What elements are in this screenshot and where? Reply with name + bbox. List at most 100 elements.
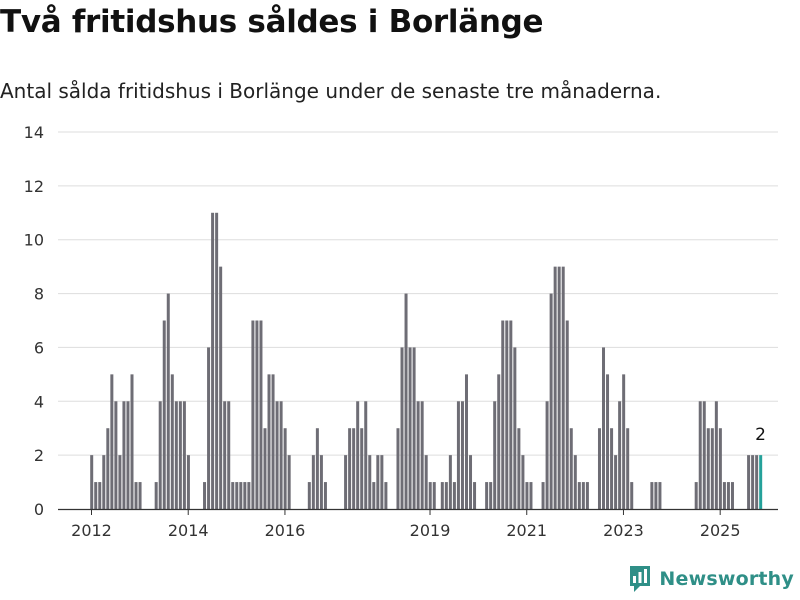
bar bbox=[271, 374, 275, 509]
y-tick-label: 8 bbox=[34, 285, 44, 304]
bar bbox=[90, 455, 94, 509]
bar bbox=[545, 401, 549, 509]
bar bbox=[372, 482, 376, 509]
bar bbox=[448, 455, 452, 509]
bar bbox=[747, 455, 751, 509]
bar bbox=[106, 428, 110, 509]
bar bbox=[315, 428, 319, 509]
bar bbox=[356, 401, 360, 509]
bar bbox=[497, 374, 501, 509]
x-tick-label: 2019 bbox=[410, 521, 451, 540]
bar bbox=[154, 482, 158, 509]
x-tick-label: 2021 bbox=[506, 521, 547, 540]
bar bbox=[513, 347, 517, 509]
bar bbox=[307, 482, 311, 509]
bar bbox=[549, 293, 553, 509]
newsworthy-logo: Newsworthy bbox=[628, 564, 794, 594]
bar bbox=[614, 455, 618, 509]
y-tick-label: 4 bbox=[34, 392, 44, 411]
brand-name: Newsworthy bbox=[659, 568, 794, 590]
x-tick-label: 2014 bbox=[168, 521, 209, 540]
bar bbox=[259, 320, 263, 509]
bar bbox=[396, 428, 400, 509]
bar bbox=[102, 455, 106, 509]
bar bbox=[529, 482, 533, 509]
bar bbox=[174, 401, 178, 509]
y-tick-label: 6 bbox=[34, 338, 44, 357]
bar bbox=[227, 401, 231, 509]
bar bbox=[557, 266, 561, 509]
bar bbox=[348, 428, 352, 509]
bar bbox=[235, 482, 239, 509]
bar bbox=[178, 401, 182, 509]
bar bbox=[730, 482, 734, 509]
bar bbox=[702, 401, 706, 509]
bar bbox=[726, 482, 730, 509]
bar bbox=[279, 401, 283, 509]
bar bbox=[658, 482, 662, 509]
bar bbox=[718, 428, 722, 509]
chart-title: Två fritidshus såldes i Borlänge bbox=[0, 4, 544, 40]
bar bbox=[275, 401, 279, 509]
y-tick-label: 14 bbox=[24, 123, 44, 142]
bar bbox=[114, 401, 118, 509]
bar bbox=[126, 401, 130, 509]
y-tick-label: 0 bbox=[34, 500, 44, 519]
bar bbox=[473, 482, 477, 509]
bar bbox=[444, 482, 448, 509]
bar bbox=[606, 374, 610, 509]
bar bbox=[424, 455, 428, 509]
bar bbox=[283, 428, 287, 509]
bar bbox=[98, 482, 102, 509]
bar bbox=[243, 482, 247, 509]
bar bbox=[553, 266, 557, 509]
bar bbox=[585, 482, 589, 509]
bar bbox=[618, 401, 622, 509]
bar bbox=[251, 320, 255, 509]
bar bbox=[231, 482, 235, 509]
bar bbox=[485, 482, 489, 509]
bar bbox=[207, 347, 211, 509]
bar bbox=[622, 374, 626, 509]
bar bbox=[452, 482, 456, 509]
bar bbox=[311, 455, 315, 509]
bar bbox=[186, 455, 190, 509]
bar bbox=[630, 482, 634, 509]
bar bbox=[412, 347, 416, 509]
bar bbox=[166, 293, 170, 509]
bar bbox=[521, 455, 525, 509]
highlighted-bar bbox=[759, 455, 763, 509]
bar bbox=[602, 347, 606, 509]
bar bbox=[384, 482, 388, 509]
bar bbox=[158, 401, 162, 509]
bar bbox=[569, 428, 573, 509]
bar bbox=[706, 428, 710, 509]
bar bbox=[525, 482, 529, 509]
bar bbox=[581, 482, 585, 509]
bar bbox=[239, 482, 243, 509]
bar bbox=[505, 320, 509, 509]
bar bbox=[597, 428, 601, 509]
bar bbox=[714, 401, 718, 509]
chart-subtitle: Antal sålda fritidshus i Borlänge under … bbox=[0, 79, 662, 103]
bar bbox=[565, 320, 569, 509]
bar bbox=[440, 482, 444, 509]
bar bbox=[710, 428, 714, 509]
x-tick-label: 2025 bbox=[700, 521, 741, 540]
bar bbox=[694, 482, 698, 509]
bar bbox=[626, 428, 630, 509]
bar bbox=[323, 482, 327, 509]
x-tick-label: 2012 bbox=[71, 521, 112, 540]
bar bbox=[456, 401, 460, 509]
x-tick-label: 2016 bbox=[265, 521, 306, 540]
bar bbox=[364, 401, 368, 509]
bar bbox=[319, 455, 323, 509]
bar bbox=[460, 401, 464, 509]
highlight-data-label: 2 bbox=[755, 425, 766, 445]
bar bbox=[577, 482, 581, 509]
bar bbox=[404, 293, 408, 509]
bar bbox=[110, 374, 114, 509]
bar bbox=[352, 428, 356, 509]
bar bbox=[162, 320, 166, 509]
